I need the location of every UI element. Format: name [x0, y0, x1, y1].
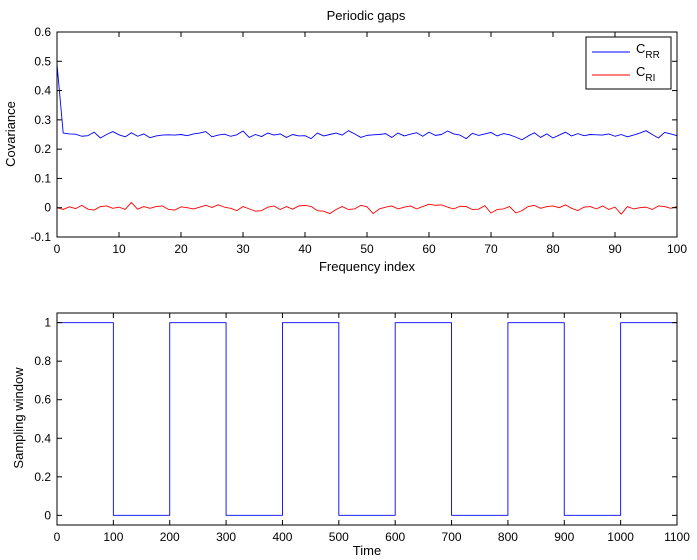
chart-title: Periodic gaps — [327, 8, 406, 23]
y-tick-label: 1 — [44, 316, 51, 330]
y-tick-label: 0.6 — [34, 393, 51, 407]
y-tick-label: 0 — [44, 508, 51, 522]
x-tick-label: 700 — [442, 530, 462, 544]
x-tick-label: 300 — [216, 530, 236, 544]
series-line-0-0 — [56, 64, 678, 141]
x-axis-label-bottom: Time — [353, 543, 381, 558]
y-tick-label: 0.4 — [34, 431, 51, 445]
x-tick-label: 10 — [112, 242, 126, 256]
legend-label-cri: CRI — [636, 64, 655, 84]
y-tick-label: 0.6 — [34, 25, 51, 39]
legend: CRR CRI — [585, 36, 672, 90]
x-tick-label: 900 — [554, 530, 574, 544]
y-tick-label: -0.1 — [30, 230, 51, 244]
plot-area-bottom — [57, 313, 677, 525]
x-tick-label: 1000 — [607, 530, 634, 544]
y-axis-label-bottom: Sampling window — [11, 367, 26, 469]
x-tick-label: 20 — [174, 242, 188, 256]
x-tick-label: 500 — [329, 530, 349, 544]
x-tick-label: 70 — [484, 242, 498, 256]
y-tick-label: 0.3 — [34, 113, 51, 127]
x-tick-label: 30 — [236, 242, 250, 256]
sampling-window-chart: 0 100 200 300 400 500 600 700 800 900 1000 1100 0 0.… — [11, 312, 690, 558]
x-tick-label: 400 — [272, 530, 292, 544]
x-tick-label: 90 — [608, 242, 622, 256]
x-tick-label: 60 — [422, 242, 436, 256]
y-tick-label: 0 — [44, 201, 51, 215]
x-tick-label: 100 — [103, 530, 123, 544]
y-tick-label: 0.8 — [34, 354, 51, 368]
series-line-1-0 — [57, 322, 677, 516]
x-tick-label: 50 — [360, 242, 374, 256]
x-tick-label: 800 — [498, 530, 518, 544]
y-tick-label: 0.2 — [34, 470, 51, 484]
covariance-chart: Periodic gaps 0 10 20 30 40 50 60 70 80 90 100 -0.… — [3, 8, 687, 274]
x-tick-label: 80 — [546, 242, 560, 256]
x-tick-label: 40 — [298, 242, 312, 256]
axes-frame-bottom — [56, 312, 678, 526]
x-tick-label: 200 — [160, 530, 180, 544]
plot-area-top — [57, 32, 677, 237]
x-tick-label: 1100 — [664, 530, 690, 544]
x-tick-label: 0 — [54, 530, 61, 544]
x-axis-label-top: Frequency index — [319, 259, 416, 274]
legend-label-crr: CRR — [636, 41, 660, 61]
y-tick-label: 0.4 — [34, 84, 51, 98]
x-tick-label: 100 — [667, 242, 687, 256]
series-line-0-1 — [56, 201, 678, 215]
y-tick-label: 0.5 — [34, 54, 51, 68]
y-tick-label: 0.1 — [34, 171, 51, 185]
y-tick-label: 0.2 — [34, 142, 51, 156]
x-tick-label: 0 — [54, 242, 61, 256]
legend-box — [585, 36, 672, 90]
y-axis-label-top: Covariance — [3, 101, 18, 167]
x-tick-label: 600 — [385, 530, 405, 544]
